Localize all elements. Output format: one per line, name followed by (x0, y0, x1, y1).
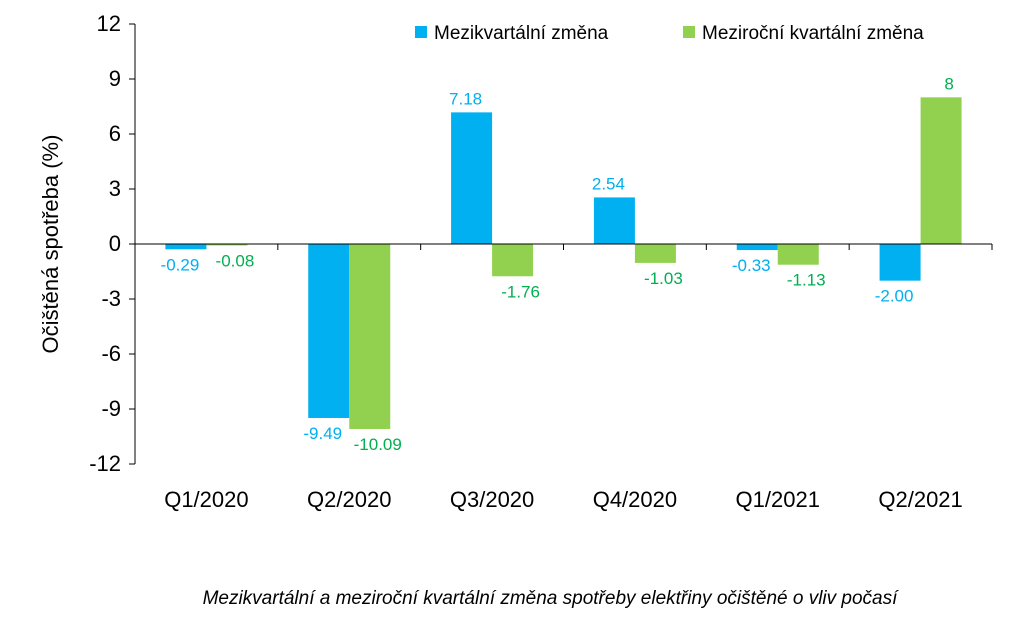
bar-qoq-0 (165, 244, 207, 250)
data-label-qoq-1: -9.49 (303, 424, 342, 443)
y-tick-label: 9 (109, 66, 121, 91)
x-category-label: Q1/2021 (736, 487, 820, 512)
y-axis-title: Očištěná spotřeba (%) (38, 135, 63, 354)
data-label-yoy-2: -1.76 (501, 282, 540, 301)
legend: Mezikvartální změna Meziroční kvartální z… (415, 23, 924, 44)
bar-qoq-4 (736, 244, 778, 251)
x-axis-labels: Q1/2020 Q2/2020 Q3/2020 Q4/2020 Q1/2021 Q2/20… (164, 487, 963, 512)
x-category-label: Q1/2020 (164, 487, 248, 512)
legend-label-yoy: Meziroční kvartální změna (702, 23, 924, 44)
y-tick-label: -6 (101, 341, 121, 366)
y-axis-ticks: 12 9 6 3 0 -3 -6 -9 -12 (89, 11, 135, 476)
data-labels: -0.29 -0.08 -9.49 -10.09 7.18 -1.76 2.54 -1.03 -… (161, 74, 954, 454)
y-tick-label: 12 (97, 11, 121, 36)
data-label-qoq-3: 2.54 (592, 174, 625, 193)
bar-yoy-3 (634, 244, 676, 263)
data-label-qoq-5: -2.00 (875, 287, 914, 306)
bar-chart: 12 9 6 3 0 -3 -6 -9 -12 Q1/2020 Q2/2020 Q3/2020 Q4/… (38, 11, 993, 512)
bar-yoy-0 (206, 244, 248, 246)
bar-qoq-1 (308, 244, 350, 418)
bar-yoy-4 (777, 244, 819, 265)
data-label-qoq-4: -0.33 (732, 256, 771, 275)
bar-series (165, 97, 962, 429)
y-tick-label: -9 (101, 396, 121, 421)
data-label-qoq-0: -0.29 (161, 255, 200, 274)
bar-qoq-5 (879, 244, 921, 281)
bar-qoq-3 (593, 197, 635, 244)
axes (134, 24, 993, 464)
x-category-label: Q3/2020 (450, 487, 534, 512)
x-category-label: Q2/2021 (878, 487, 962, 512)
data-label-yoy-3: -1.03 (644, 269, 683, 288)
legend-swatch-qoq (415, 26, 427, 38)
data-label-yoy-5: 8 (944, 74, 953, 93)
data-label-qoq-2: 7.18 (449, 89, 482, 108)
x-category-label: Q2/2020 (307, 487, 391, 512)
y-tick-label: 0 (109, 231, 121, 256)
figure-caption: Mezikvartální a meziroční kvartální změn… (202, 588, 898, 609)
data-label-yoy-0: -0.08 (216, 251, 255, 270)
bar-yoy-1 (349, 244, 391, 429)
x-category-label: Q4/2020 (593, 487, 677, 512)
bar-qoq-2 (451, 112, 493, 244)
y-tick-label: -3 (101, 286, 121, 311)
y-tick-label: 6 (109, 121, 121, 146)
legend-label-qoq: Mezikvartální změna (434, 23, 609, 44)
data-label-yoy-1: -10.09 (354, 435, 402, 454)
data-label-yoy-4: -1.13 (787, 271, 826, 290)
bar-yoy-2 (492, 244, 534, 277)
y-tick-label: 3 (109, 176, 121, 201)
bar-yoy-5 (920, 97, 962, 244)
legend-swatch-yoy (683, 26, 695, 38)
y-tick-label: -12 (89, 451, 121, 476)
